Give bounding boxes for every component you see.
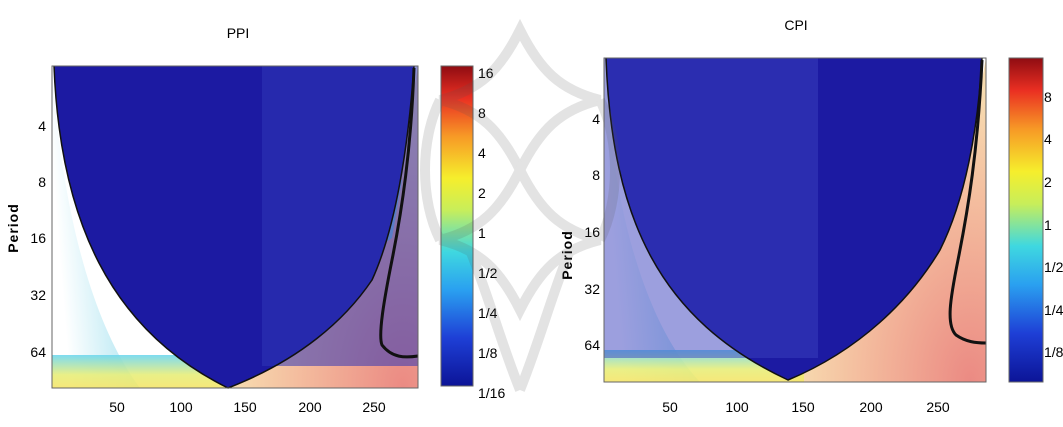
cpi-colorbar-tick: 1 [1044,217,1052,233]
cpi-x-tick-label: 200 [859,399,883,415]
ppi-y-tick-label: 32 [30,287,46,303]
cpi-interior-split-shade [604,58,818,358]
cpi-colorbar-tick: 1/8 [1044,344,1063,360]
cpi-significance-contour [948,59,987,345]
cpi-colorbar-tick: 4 [1044,131,1052,147]
cpi-x-tick-label: 100 [725,399,749,415]
ppi-x-tick-label: 200 [298,399,322,415]
cpi-plot-area [603,57,987,383]
ppi-colorbar-tick: 1/8 [478,345,498,361]
ppi-x-tick-label: 50 [109,399,125,415]
cpi-cone-of-influence [605,57,983,381]
cpi-colorbar-tick: 1/4 [1044,302,1063,318]
cpi-y-tick-label: 64 [584,337,600,353]
ppi-y-axis: 4 8 16 32 64 Period [5,118,46,360]
ppi-x-tick-label: 100 [169,399,193,415]
ppi-y-tick-label: 64 [30,344,46,360]
ppi-colorbar-tick: 1/2 [478,265,498,281]
ppi-panel: PPI 4 8 16 32 64 Period 50 100 150 200 [5,25,505,415]
ppi-colorbar-tick: 1/4 [478,305,498,321]
cpi-low-frequency-power [790,58,986,382]
ppi-y-tick-label: 4 [38,118,46,134]
ppi-left-coi-shading [52,66,140,388]
ppi-colorbar-tick: 2 [478,185,486,201]
ppi-interior-split-shade [262,66,418,366]
ppi-colorbar-tick: 16 [478,65,494,81]
ppi-significance-contour [379,67,419,359]
cpi-panel: CPI 4 8 16 32 64 Period 50 100 150 200 [559,17,1063,415]
cpi-y-tick-label: 4 [592,111,600,127]
cpi-y-axis: 4 8 16 32 64 Period [559,111,600,353]
ppi-y-tick-label: 8 [38,174,46,190]
ppi-cone-of-influence [53,65,415,389]
ppi-x-axis: 50 100 150 200 250 [109,399,386,415]
ppi-y-axis-label: Period [5,203,21,253]
cpi-y-axis-label: Period [559,230,575,280]
ppi-x-tick-label: 250 [362,399,386,415]
ppi-colorbar-tick: 1/16 [478,385,505,401]
cpi-chart-title: CPI [784,17,807,33]
cpi-colorbar: 8 4 2 1 1/2 1/4 1/8 [1008,57,1063,383]
cpi-colorbar-tick: 2 [1044,174,1052,190]
cpi-y-tick-label: 32 [584,281,600,297]
ppi-colorbar-tick: 1 [478,225,486,241]
cpi-x-tick-label: 250 [926,399,950,415]
ppi-colorbar: 16 8 4 2 1 1/2 1/4 1/8 1/16 [440,65,505,401]
cpi-y-tick-label: 8 [592,167,600,183]
cpi-colorbar-tick: 1/2 [1044,259,1063,275]
ppi-colorbar-tick: 4 [478,145,486,161]
ppi-colorbar-tick: 8 [478,105,486,121]
cpi-x-tick-label: 150 [791,399,815,415]
institution-logo-watermark [420,18,620,392]
ppi-x-tick-label: 150 [233,399,257,415]
ppi-y-tick-label: 16 [30,230,46,246]
cpi-x-axis: 50 100 150 200 250 [662,399,950,415]
cpi-x-tick-label: 50 [662,399,678,415]
ppi-plot-area [51,65,419,389]
cpi-colorbar-tick: 8 [1044,89,1052,105]
cpi-y-tick-label: 16 [584,224,600,240]
ppi-chart-title: PPI [227,25,250,41]
